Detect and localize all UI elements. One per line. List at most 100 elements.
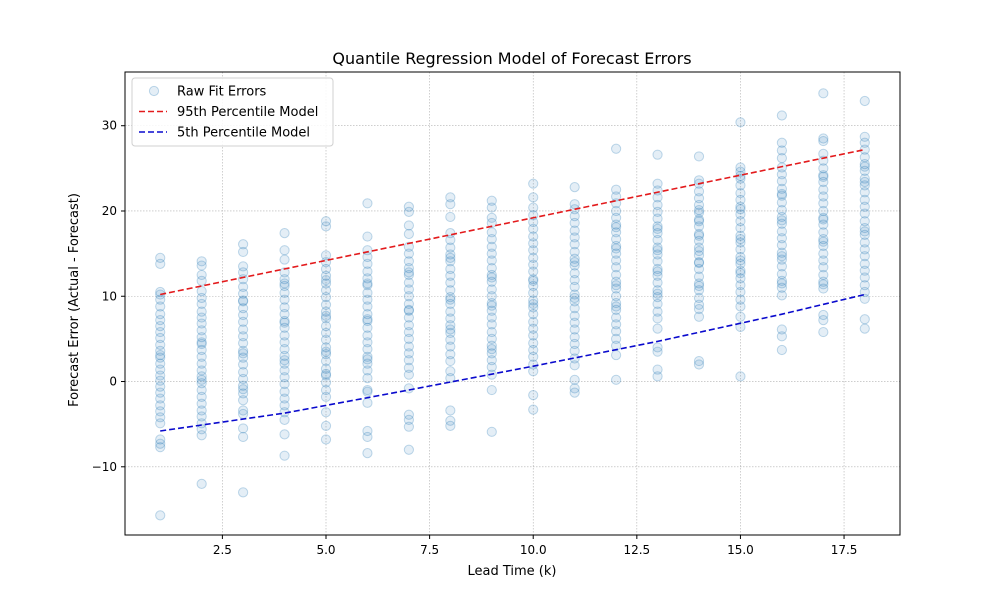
scatter-point [611,212,622,223]
scatter-point [279,393,290,404]
scatter-point [362,314,373,325]
scatter-point [693,199,705,211]
scatter-point [155,352,166,363]
scatter-point [486,312,497,323]
x-tick-label: 2.5 [213,543,232,557]
scatter-point [652,221,663,232]
scatter-point [652,149,663,160]
scatter-point [196,292,207,304]
scatter-point [652,323,663,334]
scatter-point [611,374,622,385]
scatter-point [569,257,580,268]
scatter-point [569,232,580,243]
scatter-point [652,178,663,189]
scatter-point [196,411,207,422]
scatter-point [279,267,290,278]
scatter-point [735,280,746,291]
scatter-point [735,244,746,255]
scatter-point [528,223,539,234]
scatter-point [196,344,207,356]
scatter-point [693,235,705,246]
scatter-point [279,386,290,397]
scatter-point [611,280,622,291]
scatter-point [238,324,249,335]
scatter-point [486,269,497,281]
scatter-point [569,317,580,328]
scatter-point [528,344,539,356]
scatter-point [652,206,663,217]
scatter-point [403,241,414,252]
scatter-point [693,207,705,218]
scatter-point [403,421,414,432]
scatter-point [859,194,870,206]
scatter-point [196,430,207,441]
scatter-point [776,282,787,293]
y-axis-ticks: −10 0 10 20 30 [92,119,125,474]
scatter-point [362,386,373,397]
scatter-point [569,345,580,356]
scatter-point [735,180,746,191]
scatter-point [818,212,829,223]
scatter-point [652,346,663,357]
scatter-point [528,351,539,362]
scatter-point [279,245,290,256]
scatter-point [403,206,414,217]
scatter-point [362,309,373,320]
scatter-point [486,344,497,355]
scatter-point [362,198,373,209]
scatter-point [735,222,746,234]
scatter-point [569,260,580,271]
scatter-point [238,405,249,416]
scatter-point [693,278,705,289]
scatter-point [238,246,249,258]
scatter-point [155,320,166,332]
scatter-point [486,195,497,206]
grid [125,72,900,535]
x-tick-label: 7.5 [420,543,439,557]
scatter-point [155,252,166,263]
scatter-point [238,359,249,370]
scatter-point [486,217,497,229]
scatter-point [528,404,539,415]
scatter-point [693,292,705,304]
scatter-point [238,423,249,434]
scatter-point [320,274,332,286]
scatter-point [155,381,166,392]
scatter-point [238,408,249,420]
scatter-point [445,242,456,253]
scatter-point [818,279,829,290]
scatter-point [279,228,290,239]
scatter-point [445,355,456,367]
scatter-point [445,192,456,203]
scatter-point [776,137,787,148]
scatter-point [528,266,539,277]
scatter-point [320,407,332,418]
scatter-point [652,277,663,288]
scatter-point [445,334,456,345]
scatter-point [320,363,332,374]
scatter-point [238,288,249,299]
scatter-point [362,278,373,289]
scatter-point [196,318,207,329]
scatter-point [155,510,166,521]
scatter-point [445,313,456,324]
scatter-point [776,215,787,226]
scatter-point [445,306,456,317]
scatter-point [403,355,414,366]
scatter-point [279,278,290,289]
scatter-point [196,405,207,416]
scatter-point [155,375,166,386]
scatter-point [320,306,332,317]
scatter-point [486,297,497,309]
scatter-point [403,201,414,212]
scatter-point [196,286,207,297]
scatter-point [776,110,787,121]
scatter-point [196,351,207,362]
scatter-point [238,487,249,498]
scatter-point [362,448,373,459]
scatter-point [445,263,456,275]
scatter-point [403,369,414,380]
scatter-point [320,384,332,396]
scatter-point [528,178,539,189]
scatter-point [859,176,870,188]
